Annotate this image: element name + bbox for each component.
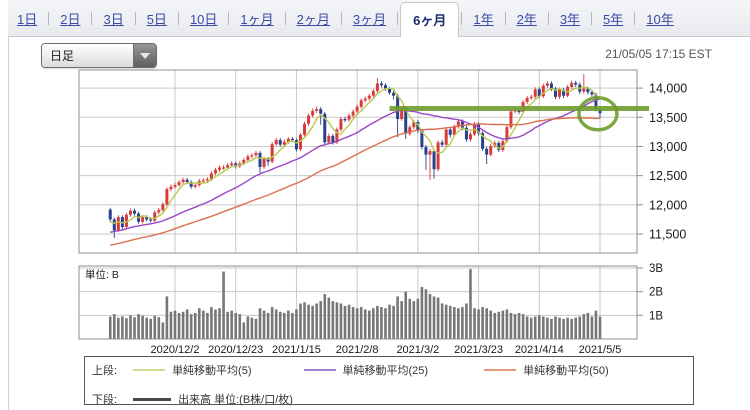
chart-type-value: 日足 (42, 44, 133, 67)
chevron-down-icon (140, 52, 150, 59)
svg-text:3B: 3B (649, 263, 663, 275)
dropdown-arrow-button[interactable] (133, 44, 156, 67)
tab-separator (48, 11, 50, 25)
svg-text:13,000: 13,000 (649, 140, 687, 154)
sma25-legend-label: 単純移動平均(25) (342, 365, 429, 377)
period-tab-1[interactable]: 1日 (17, 11, 38, 27)
period-tab-9[interactable]: 6ヶ月 (400, 2, 460, 37)
tab-separator (591, 11, 593, 25)
price-volume-chart: 14,000 13,500 13,000 12,500 12,000 11,500 3B 2B… (78, 69, 687, 356)
chart-type-select[interactable]: 日足 (41, 43, 157, 68)
chart-panel: 14,000 13,500 13,000 12,500 12,000 11,500 3B 2B… (8, 36, 750, 410)
svg-text:11,500: 11,500 (649, 228, 686, 242)
svg-text:2B: 2B (649, 287, 663, 299)
tab-separator (340, 11, 342, 25)
svg-text:2021/3/23: 2021/3/23 (454, 344, 503, 356)
tab-separator (284, 11, 286, 25)
tab-separator (461, 11, 463, 25)
svg-text:2020/12/2: 2020/12/2 (151, 344, 200, 356)
sma50-legend-label: 単純移動平均(50) (523, 365, 609, 377)
period-tabs: 1日 2日 3日 5日 10日 1ヶ月 2ヶ月 3ヶ月 6ヶ月 1年 2年 3年 5年 10年 (8, 0, 750, 37)
period-tab-5[interactable]: 10日 (189, 11, 218, 27)
quote-timestamp: 21/05/05 17:15 EST (605, 47, 712, 61)
period-tab-4[interactable]: 5日 (146, 11, 167, 27)
tab-separator (634, 11, 636, 25)
sma25-line-swatch (303, 369, 336, 371)
sma50-line-swatch (484, 369, 517, 371)
period-tab-13[interactable]: 5年 (603, 11, 624, 27)
svg-text:2021/5/5: 2021/5/5 (579, 344, 622, 356)
period-tab-6[interactable]: 1ヶ月 (240, 11, 274, 27)
svg-text:2021/1/15: 2021/1/15 (272, 344, 321, 356)
period-tab-10[interactable]: 1年 (473, 11, 494, 27)
svg-text:2020/12/23: 2020/12/23 (208, 344, 263, 356)
period-tab-12[interactable]: 3年 (559, 11, 581, 27)
sma5-legend-label: 単純移動平均(5) (172, 365, 252, 377)
volume-bar-swatch (133, 397, 172, 401)
tab-separator (397, 11, 399, 25)
period-tab-7[interactable]: 2ヶ月 (296, 11, 330, 27)
svg-text:1B: 1B (649, 310, 663, 322)
tab-separator (547, 11, 549, 25)
period-tab-2[interactable]: 2日 (60, 11, 81, 27)
svg-text:13,500: 13,500 (649, 111, 687, 125)
legend-upper-label: 上段: (92, 365, 118, 377)
tab-separator (91, 11, 93, 25)
chart-legend: 上段: 単純移動平均(5) 単純移動平均(25) 単純移動平均(50) 下段: (84, 356, 694, 406)
sma5-line-swatch (133, 369, 166, 371)
svg-text:14,000: 14,000 (649, 82, 687, 96)
tab-separator (134, 11, 136, 25)
tab-separator (228, 11, 230, 25)
period-tab-11[interactable]: 2年 (516, 11, 537, 27)
tab-separator (504, 11, 506, 25)
svg-text:2021/2/8: 2021/2/8 (336, 344, 379, 356)
period-tab-14[interactable]: 10年 (646, 11, 674, 27)
svg-text:2021/4/14: 2021/4/14 (515, 344, 564, 356)
svg-text:単位: B: 単位: B (85, 268, 119, 281)
period-tab-8[interactable]: 3ヶ月 (352, 11, 387, 27)
svg-text:2021/3/2: 2021/3/2 (396, 344, 439, 356)
volume-legend-label: 出来高 単位:(B株/口/枚) (178, 394, 293, 406)
period-tab-3[interactable]: 3日 (103, 11, 124, 27)
legend-lower-label: 下段: (92, 394, 118, 406)
svg-text:12,500: 12,500 (649, 169, 687, 183)
svg-text:12,000: 12,000 (649, 198, 687, 212)
tab-separator (177, 11, 179, 25)
